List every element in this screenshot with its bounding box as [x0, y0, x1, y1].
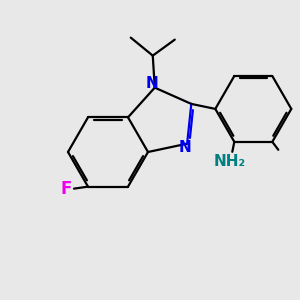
Text: N: N	[146, 76, 158, 91]
Text: NH₂: NH₂	[213, 154, 245, 169]
Text: N: N	[179, 140, 191, 155]
Text: F: F	[60, 180, 72, 198]
